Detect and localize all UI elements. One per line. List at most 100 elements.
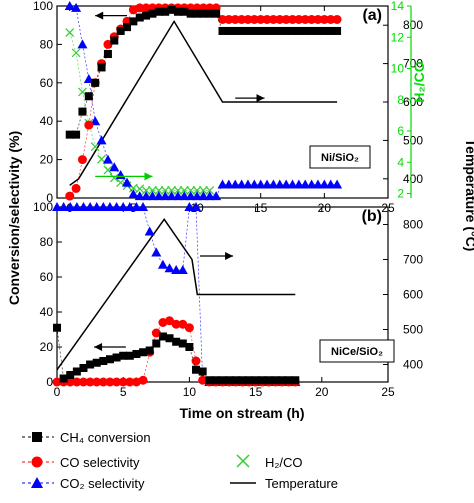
panel-a-point-co bbox=[230, 14, 240, 24]
panel-a-point-h2co bbox=[160, 185, 170, 195]
x-axis-label: Time on stream (h) bbox=[180, 405, 305, 421]
legend-item-co: CO selectivity bbox=[22, 455, 140, 470]
panel-a-point-co2 bbox=[249, 179, 260, 189]
panel-a-point-co2 bbox=[96, 135, 107, 145]
panel-b-point-co bbox=[92, 377, 102, 387]
panel-a-point-co bbox=[77, 155, 87, 165]
panel-a-point-co2 bbox=[172, 191, 183, 201]
panel-a-point-ch4 bbox=[180, 7, 189, 16]
panel-a-point-co bbox=[281, 14, 291, 24]
legend-co2-label: CO₂ selectivity bbox=[60, 476, 145, 491]
panel-b-point-co bbox=[65, 377, 75, 387]
panel-b-y-temp-tick-label: 500 bbox=[403, 323, 423, 337]
panel-a-point-h2co bbox=[167, 185, 177, 195]
panel-b-point-co bbox=[72, 377, 82, 387]
panel-a-y-h2co-tick-label: 14 bbox=[391, 0, 405, 13]
legend-h2co-label: H₂/CO bbox=[265, 455, 303, 470]
panel-a-point-h2co bbox=[71, 48, 81, 58]
panel-a-point-ch4 bbox=[205, 9, 214, 18]
panel-b-x-tick-label: 0 bbox=[54, 385, 61, 399]
panel-a-point-co2 bbox=[332, 179, 343, 189]
panel-a-point-co2 bbox=[141, 191, 152, 201]
panel-a-y-temp-tick-label: 800 bbox=[403, 18, 423, 32]
panel-a-point-ch4 bbox=[320, 26, 329, 35]
panel-a-y-left-tick-label: 20 bbox=[40, 153, 54, 167]
panel-a-point-co2 bbox=[77, 39, 88, 49]
panel-b-point-ch4 bbox=[125, 351, 134, 360]
panel-a-point-co2 bbox=[293, 179, 304, 189]
panel-a-point-h2co bbox=[148, 185, 157, 195]
panel-a-point-co2 bbox=[255, 179, 266, 189]
panel-a-point-ch4 bbox=[212, 9, 221, 18]
panel-a-point-co bbox=[313, 14, 323, 24]
panel-a-point-ch4 bbox=[193, 9, 202, 18]
legend-ch4-label: CH₄ conversion bbox=[60, 430, 151, 445]
panel-b-point-ch4 bbox=[205, 376, 214, 385]
panel-a-point-co2 bbox=[64, 1, 75, 10]
panel-a-point-h2co bbox=[186, 185, 196, 195]
panel-a-point-co bbox=[135, 3, 145, 13]
panel-b-point-co2 bbox=[157, 259, 168, 269]
panel-b-x-tick-label: 15 bbox=[249, 385, 263, 399]
panel-b-point-co2 bbox=[71, 202, 82, 211]
panel-b-point-co bbox=[138, 375, 148, 385]
panel-b-y-left-tick-label: 0 bbox=[46, 375, 53, 389]
panel-b-point-ch4 bbox=[79, 364, 88, 372]
panel-b-panel-label: (b) bbox=[362, 208, 382, 225]
panel-b-x-tick-label: 20 bbox=[315, 385, 329, 399]
panel-a-point-ch4 bbox=[301, 26, 310, 35]
panel-b: 0 5 10 15 20 25 0 20 40 60 80 100 400 500 600 700 800 (b)… bbox=[33, 200, 423, 399]
panel-b-point-ch4 bbox=[211, 376, 220, 385]
panel-a: 0510152025020406080100400500600700800246… bbox=[33, 0, 427, 215]
panel-b-x-tick-label: 5 bbox=[120, 385, 127, 399]
panel-b-point-co bbox=[191, 356, 201, 366]
panel-a-point-co bbox=[224, 14, 234, 24]
panel-a-point-ch4 bbox=[84, 92, 93, 101]
legend-item-ch4: CH₄ conversion bbox=[22, 430, 151, 445]
panel-a-point-ch4 bbox=[333, 26, 342, 35]
panel-b-point-co bbox=[52, 377, 62, 387]
panel-b-point-ch4 bbox=[165, 334, 174, 343]
panel-a-point-ch4 bbox=[250, 26, 259, 35]
panel-a-point-co bbox=[103, 39, 113, 49]
panel-a-point-co2 bbox=[179, 191, 190, 201]
panel-b-point-co2 bbox=[58, 202, 69, 211]
panel-a-point-co bbox=[319, 14, 329, 24]
panel-b-y-left-tick-label: 40 bbox=[40, 305, 54, 319]
panel-b-point-co bbox=[151, 328, 161, 338]
panel-a-point-co bbox=[243, 14, 253, 24]
panel-a-y-left-tick-label: 100 bbox=[33, 0, 53, 13]
panel-a-point-h2co bbox=[141, 185, 151, 195]
legend-co2-marker bbox=[31, 477, 43, 488]
panel-a-point-co2 bbox=[134, 191, 145, 201]
panel-b-point-co2 bbox=[104, 202, 115, 211]
panel-a-point-co2 bbox=[211, 191, 222, 201]
panel-b-y-left-tick-label: 80 bbox=[40, 235, 54, 249]
panel-a-arrow-head bbox=[256, 94, 265, 103]
panel-a-point-ch4 bbox=[275, 26, 284, 35]
panel-a-point-ch4 bbox=[256, 26, 265, 35]
panel-b-point-co bbox=[178, 319, 188, 329]
panel-a-point-co bbox=[84, 120, 94, 130]
panel-b-y-temp-tick-label: 600 bbox=[403, 288, 423, 302]
panel-b-point-ch4 bbox=[192, 365, 201, 374]
panel-a-point-co bbox=[332, 14, 342, 24]
panel-a-y-h2co-tick-label: 6 bbox=[397, 124, 404, 138]
legend-temperature-label: Temperature bbox=[265, 476, 338, 491]
panel-a-point-ch4 bbox=[237, 26, 246, 35]
panel-a-point-ch4 bbox=[103, 50, 112, 58]
panel-b-point-co bbox=[98, 377, 108, 387]
panel-b-point-ch4 bbox=[278, 376, 287, 385]
y-axis-left-label: Conversion/selectivity (%) bbox=[6, 131, 22, 305]
panel-b-catalyst-label: NiCe/SiO₂ bbox=[331, 346, 383, 358]
panel-a-point-co bbox=[288, 14, 298, 24]
panel-b-y-temp-tick-label: 800 bbox=[403, 218, 423, 232]
panel-a-point-co2 bbox=[71, 2, 82, 12]
panel-a-y-h2co-tick-label: 12 bbox=[391, 30, 405, 44]
panel-a-point-co2 bbox=[122, 177, 133, 187]
panel-b-point-ch4 bbox=[119, 351, 128, 360]
panel-a-point-ch4 bbox=[294, 26, 303, 35]
panel-a-point-ch4 bbox=[129, 17, 138, 26]
panel-a-point-co bbox=[294, 14, 304, 24]
